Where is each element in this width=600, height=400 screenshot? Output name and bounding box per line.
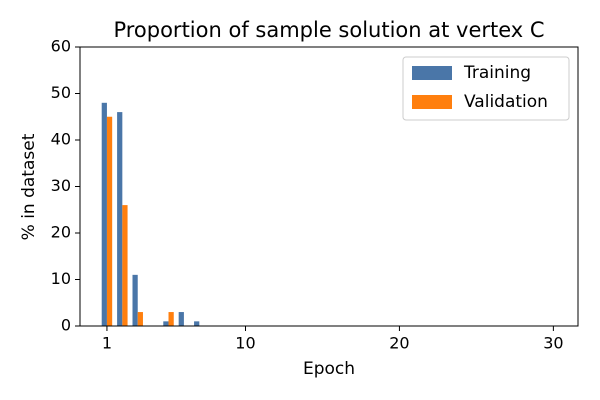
y-tick-label: 50	[51, 83, 71, 102]
x-tick-label: 1	[102, 334, 112, 353]
chart-title: Proportion of sample solution at vertex …	[113, 18, 544, 42]
bar	[178, 312, 184, 326]
legend-label: Training	[463, 63, 531, 83]
x-axis-label: Epoch	[303, 359, 355, 379]
y-tick-label: 60	[51, 37, 71, 56]
y-tick-label: 20	[51, 223, 71, 242]
y-tick-label: 10	[51, 269, 71, 288]
bar	[106, 116, 113, 326]
y-axis-label: % in dataset	[19, 133, 39, 240]
y-tick-label: 40	[51, 130, 71, 149]
plot-frame	[79, 46, 579, 327]
bar	[101, 102, 107, 326]
legend-swatch	[412, 66, 452, 80]
x-tick-label: 30	[543, 334, 563, 353]
bar	[137, 312, 143, 326]
legend-label: Validation	[464, 92, 548, 112]
bar	[122, 205, 128, 326]
x-tick-label: 20	[389, 334, 409, 353]
bar	[132, 274, 138, 326]
y-tick-label: 30	[51, 176, 71, 195]
bar	[168, 312, 174, 326]
y-tick-label: 0	[61, 316, 71, 335]
x-tick-label: 10	[235, 334, 255, 353]
bar	[163, 321, 169, 326]
legend-swatch	[412, 95, 452, 109]
bar	[117, 112, 123, 326]
bar	[194, 321, 200, 326]
